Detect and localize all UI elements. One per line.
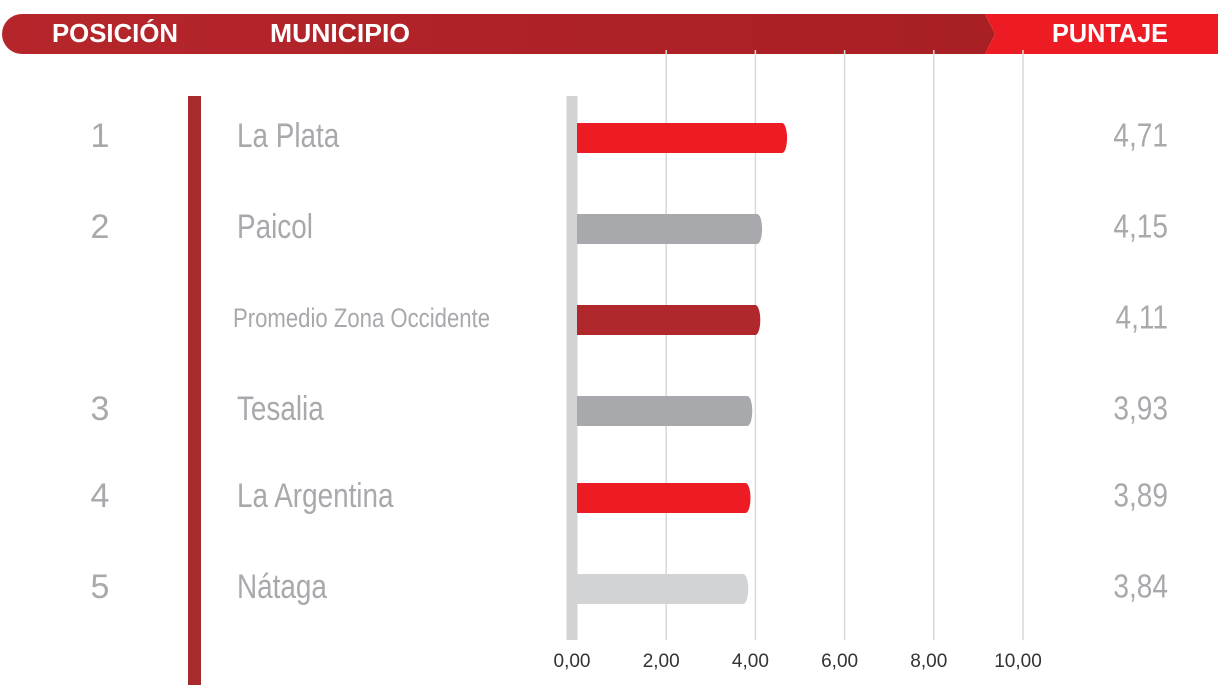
value-label: 4,11	[1116, 300, 1168, 337]
category-label: La Plata	[237, 116, 340, 154]
header-bar	[2, 14, 995, 54]
bar	[577, 123, 788, 153]
value-label: 3,93	[1113, 391, 1168, 428]
x-tick-label: 2,00	[643, 651, 680, 672]
value-label: 4,71	[1113, 118, 1168, 155]
x-tick-label: 6,00	[821, 651, 858, 672]
header-position: POSICIÓN	[52, 18, 178, 48]
x-tick-label: 0,00	[554, 651, 591, 672]
bar	[577, 214, 763, 244]
header-bar-right	[985, 14, 1218, 54]
category-label: Tesalia	[237, 389, 324, 427]
position-label: 1	[91, 117, 110, 155]
category-label: La Argentina	[237, 476, 394, 514]
value-label: 3,89	[1113, 478, 1168, 515]
divider	[188, 96, 201, 685]
value-label: 4,15	[1113, 209, 1168, 246]
bar	[577, 574, 749, 604]
x-tick-label: 8,00	[910, 651, 947, 672]
x-tick-label: 10,00	[994, 651, 1042, 672]
header-value: PUNTAJE	[1052, 18, 1168, 48]
position-label: 2	[91, 208, 110, 246]
position-label: 5	[91, 568, 110, 606]
bar	[577, 305, 761, 335]
position-label: 4	[91, 477, 110, 515]
bar	[577, 396, 753, 426]
header-category: MUNICIPIO	[270, 18, 410, 48]
position-label: 3	[91, 390, 110, 428]
category-label: Paicol	[237, 207, 313, 245]
x-tick-label: 4,00	[732, 651, 769, 672]
bar	[577, 483, 751, 513]
category-label: Nátaga	[237, 567, 328, 605]
value-label: 3,84	[1113, 569, 1168, 606]
category-label: Promedio Zona Occidente	[233, 304, 490, 334]
